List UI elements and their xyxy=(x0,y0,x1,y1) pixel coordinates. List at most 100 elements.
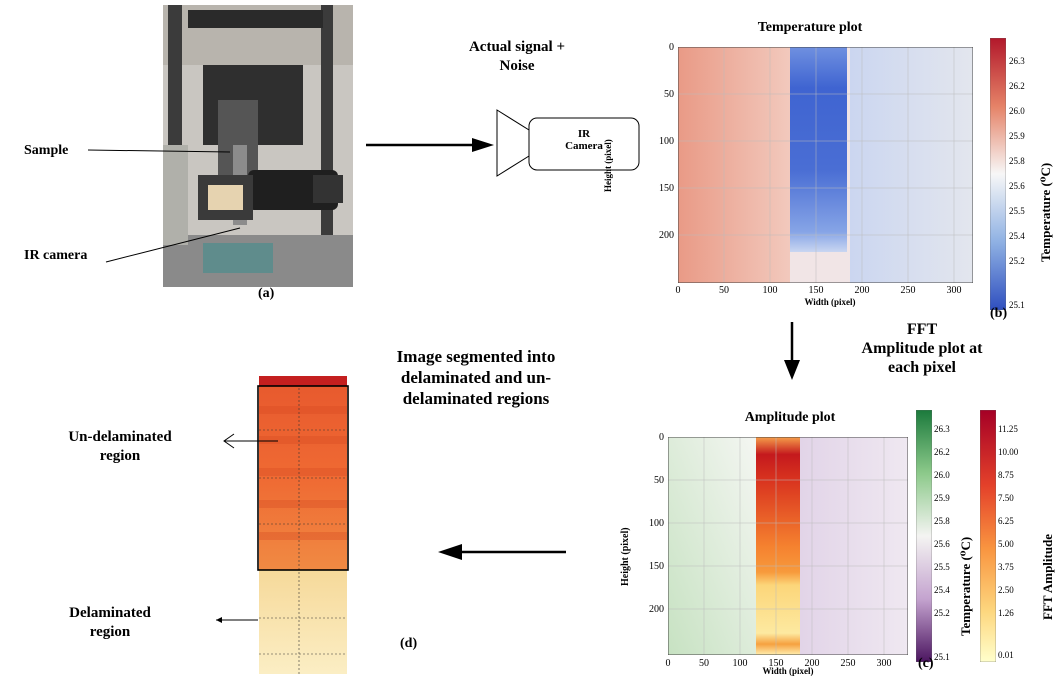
temperature-plot-xlabel: Width (pixel) xyxy=(804,297,856,307)
xtick: 250 xyxy=(900,285,916,296)
delaminated-pointer-arrow xyxy=(216,617,258,623)
xtick: 50 xyxy=(699,658,709,669)
cbar-tick: 25.4 xyxy=(934,585,950,595)
xtick: 150 xyxy=(768,658,784,669)
ytick: 200 xyxy=(649,604,664,615)
cbar-tick: 5.00 xyxy=(998,539,1014,549)
cbar-tick: 25.2 xyxy=(934,608,950,618)
fft-label-line3: each pixel xyxy=(888,359,956,376)
temperature-colorbar xyxy=(990,38,1006,310)
xtick: 200 xyxy=(804,658,820,669)
xtick: 250 xyxy=(840,658,856,669)
camera-schematic-icon xyxy=(496,109,640,177)
amplitude-plot-xlabel: Width (pixel) xyxy=(762,666,814,676)
panel-a-tag: (a) xyxy=(258,286,275,301)
cbar-tick: 2.50 xyxy=(998,585,1014,595)
cbar-tick: 25.1 xyxy=(1009,300,1025,310)
cbar-tick: 25.2 xyxy=(1009,256,1025,266)
camera-box-line2: Camera xyxy=(565,140,603,152)
amplitude-plot-title: Amplitude plot xyxy=(744,410,836,425)
cbar-tick: 26.2 xyxy=(934,447,950,457)
panel-b-tag: (b) xyxy=(990,306,1008,321)
undelaminated-label-line1: Un-delaminated xyxy=(68,429,172,445)
fft-colorbar-label: FFT Amplitude xyxy=(1040,533,1055,620)
cbar-tick: 26.2 xyxy=(1009,81,1025,91)
undelaminated-label-line2: region xyxy=(99,448,141,464)
xtick: 0 xyxy=(675,285,681,296)
segmented-image xyxy=(257,376,349,674)
xtick: 100 xyxy=(732,658,748,669)
ytick: 150 xyxy=(659,183,674,194)
cbar-tick: 26.0 xyxy=(1009,106,1025,116)
segment-label-line1: Image segmented into xyxy=(396,347,556,366)
xtick: 0 xyxy=(665,658,671,669)
cbar-tick: 25.8 xyxy=(1009,156,1025,166)
cbar-tick: 11.25 xyxy=(998,424,1018,434)
signal-label-line1: Actual signal + xyxy=(468,39,566,55)
cbar-tick: 26.0 xyxy=(934,470,950,480)
arrow-to-segmented xyxy=(438,544,566,560)
cbar-tick: 26.3 xyxy=(934,424,950,434)
fft-label-line1: FFT xyxy=(906,321,938,338)
ir-camera-label: IR camera xyxy=(24,248,88,263)
ytick: 100 xyxy=(649,518,664,529)
cbar-tick: 25.6 xyxy=(1009,181,1025,191)
xtick: 200 xyxy=(854,285,870,296)
amplitude-temp-colorbar-label: Temperature (⁰C) xyxy=(958,536,973,636)
ytick: 0 xyxy=(669,42,674,53)
segment-label: Image segmented into delaminated and un-… xyxy=(346,346,606,409)
fft-amplitude-colorbar xyxy=(980,410,996,662)
cbar-tick: 6.25 xyxy=(998,516,1014,526)
signal-label-line2: Noise xyxy=(499,58,535,74)
ytick: 100 xyxy=(659,136,674,147)
signal-label: Actual signal + Noise xyxy=(427,38,607,76)
panel-d-tag: (d) xyxy=(400,636,418,651)
undelaminated-pointer-arrow xyxy=(223,433,278,449)
cbar-tick: 25.9 xyxy=(1009,131,1025,141)
undelaminated-label: Un-delaminated region xyxy=(30,428,210,466)
xtick: 100 xyxy=(762,285,778,296)
temperature-plot-title: Temperature plot xyxy=(757,20,863,35)
cbar-tick: 8.75 xyxy=(998,470,1014,480)
cbar-tick: 7.50 xyxy=(998,493,1014,503)
cbar-tick: 25.1 xyxy=(934,652,950,662)
xtick: 150 xyxy=(808,285,824,296)
cbar-tick: 25.8 xyxy=(934,516,950,526)
delaminated-label-line1: Delaminated xyxy=(69,605,151,621)
panel-c-tag: (c) xyxy=(918,656,934,671)
camera-box-label: IR Camera xyxy=(529,128,639,152)
sample-label: Sample xyxy=(24,143,69,158)
cbar-tick: 26.3 xyxy=(1009,56,1025,66)
test-rig-photo xyxy=(163,5,353,287)
temperature-plot-ylabel: Height (pixel) xyxy=(603,139,613,192)
segment-label-line3: delaminated regions xyxy=(402,389,550,408)
amplitude-temp-colorbar xyxy=(916,410,932,662)
fft-label: FFT Amplitude plot at each pixel xyxy=(827,320,1017,377)
cbar-tick: 25.5 xyxy=(934,562,950,572)
temperature-colorbar-label: Temperature (⁰C) xyxy=(1038,162,1053,262)
temperature-heatmap xyxy=(678,47,973,283)
cbar-tick: 25.5 xyxy=(1009,206,1025,216)
amplitude-heatmap xyxy=(668,437,908,655)
cbar-tick: 10.00 xyxy=(998,447,1019,457)
amplitude-plot-ylabel: Height (pixel) xyxy=(620,527,631,586)
cbar-tick: 0.01 xyxy=(998,650,1014,660)
cbar-tick: 25.4 xyxy=(1009,231,1025,241)
ytick: 150 xyxy=(649,561,664,572)
xtick: 300 xyxy=(876,658,892,669)
arrow-down-to-fft xyxy=(784,322,800,380)
camera-box-line1: IR xyxy=(577,128,591,140)
cbar-tick: 3.75 xyxy=(998,562,1014,572)
xtick: 50 xyxy=(719,285,729,296)
segment-label-line2: delaminated and un- xyxy=(400,368,552,387)
cbar-tick: 25.6 xyxy=(934,539,950,549)
arrow-to-camera xyxy=(366,138,494,152)
delaminated-label: Delaminated region xyxy=(30,604,190,642)
delaminated-label-line2: region xyxy=(89,624,131,640)
ytick: 50 xyxy=(654,475,664,486)
ytick: 0 xyxy=(659,432,664,443)
ytick: 200 xyxy=(659,230,674,241)
fft-label-line2: Amplitude plot at xyxy=(861,340,983,357)
xtick: 300 xyxy=(946,285,962,296)
